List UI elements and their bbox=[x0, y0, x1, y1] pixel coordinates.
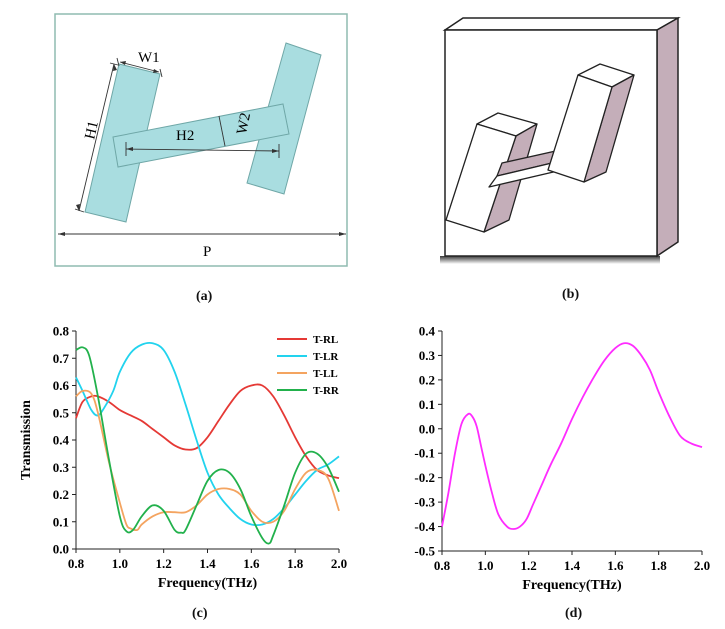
y-tick-label: 0.7 bbox=[53, 351, 70, 366]
x-tick-label: 1.6 bbox=[607, 558, 624, 573]
x-tick-label: 1.4 bbox=[199, 556, 216, 571]
x-tick-label: 1.2 bbox=[521, 558, 537, 573]
y-tick-label: 0.0 bbox=[419, 421, 435, 436]
x-tick-label: 1.0 bbox=[112, 556, 128, 571]
y-tick-label: 0.4 bbox=[419, 324, 436, 339]
x-tick-label: 1.8 bbox=[287, 556, 304, 571]
y-tick-label: 0.1 bbox=[53, 514, 69, 529]
x-tick-label: 1.4 bbox=[564, 558, 581, 573]
legend-label: T-LL bbox=[313, 368, 338, 380]
y-tick-label: 0.4 bbox=[53, 433, 70, 448]
y-tick-label: -0.5 bbox=[414, 544, 435, 559]
x-tick-label: 0.8 bbox=[68, 556, 85, 571]
y-tick-label: 0.1 bbox=[419, 397, 435, 412]
y-tick-label: 0.3 bbox=[53, 460, 70, 475]
y-tick-label: 0.8 bbox=[53, 324, 70, 339]
y-axis-title: Transmission bbox=[19, 400, 34, 480]
legend-label: T-LR bbox=[313, 351, 339, 363]
y-tick-label: 0.6 bbox=[53, 378, 70, 393]
y-tick-label: 0.2 bbox=[419, 372, 435, 387]
legend-label: T-RL bbox=[313, 334, 338, 346]
x-tick-label: 1.2 bbox=[156, 556, 172, 571]
y-tick-label: 0.0 bbox=[53, 542, 69, 557]
y-tick-label: 0.3 bbox=[419, 348, 436, 363]
y-tick-label: -0.3 bbox=[414, 495, 435, 510]
series-line-t-rl bbox=[75, 383, 340, 480]
series-line-t-lr bbox=[75, 341, 340, 527]
y-tick-label: -0.1 bbox=[414, 446, 435, 461]
caption-c: (c) bbox=[192, 606, 208, 621]
x-axis-title: Frequency(THz) bbox=[158, 576, 258, 591]
x-tick-label: 1.0 bbox=[477, 558, 493, 573]
x-tick-label: 2.0 bbox=[331, 556, 347, 571]
series-line-t-rr bbox=[75, 346, 340, 545]
caption-b: (b) bbox=[562, 287, 580, 302]
x-axis-title: Frequency(THz) bbox=[522, 578, 622, 593]
y-tick-label: -0.2 bbox=[414, 470, 435, 485]
series-line-curve bbox=[441, 342, 703, 530]
x-tick-label: 2.0 bbox=[694, 558, 710, 573]
caption-a: (a) bbox=[196, 289, 213, 304]
y-tick-label: 0.2 bbox=[53, 487, 69, 502]
y-tick-label: -0.4 bbox=[414, 519, 435, 534]
x-tick-label: 1.6 bbox=[243, 556, 260, 571]
caption-d: (d) bbox=[565, 606, 583, 621]
x-tick-label: 0.8 bbox=[434, 558, 451, 573]
x-tick-label: 1.8 bbox=[651, 558, 668, 573]
y-tick-label: 0.5 bbox=[53, 405, 70, 420]
series-line-t-ll bbox=[75, 389, 340, 532]
legend-label: T-RR bbox=[313, 385, 340, 397]
